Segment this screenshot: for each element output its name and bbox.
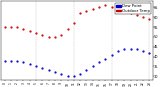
Legend: Dew Point, Outdoor Temp: Dew Point, Outdoor Temp: [115, 3, 151, 14]
